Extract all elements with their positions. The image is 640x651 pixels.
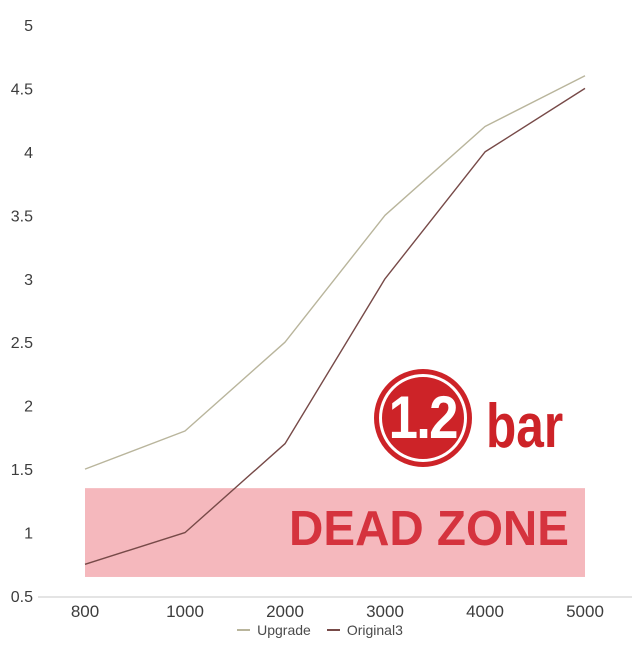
series-line-upgrade: [84, 75, 586, 470]
series-line-original3: [84, 87, 586, 565]
badge-unit: bar: [486, 392, 564, 461]
badge-value: 1.2: [388, 384, 459, 451]
x-tick-label: 3000: [366, 602, 404, 621]
x-tick-label: 5000: [566, 602, 604, 621]
y-tick-label: 2.5: [11, 335, 33, 352]
x-tick-label: 4000: [466, 602, 504, 621]
x-tick-label: 800: [71, 602, 99, 621]
y-tick-label: 3: [24, 272, 33, 289]
y-tick-label: 4.5: [11, 81, 33, 98]
legend-label: Upgrade: [257, 622, 311, 638]
y-tick-label: 1: [24, 526, 33, 543]
legend-item-upgrade: Upgrade: [237, 622, 311, 638]
badge-circle-icon: 1.2: [374, 369, 472, 467]
legend-item-original3: Original3: [326, 622, 403, 638]
y-tick-label: 1.5: [11, 462, 33, 479]
y-tick-label: 0.5: [11, 589, 33, 606]
dead-zone-label: DEAD ZONE: [289, 502, 569, 556]
y-tick-label: 3.5: [11, 208, 33, 225]
y-tick-label: 5: [24, 18, 33, 35]
x-tick-label: 2000: [266, 602, 304, 621]
x-tick-label: 1000: [166, 602, 204, 621]
chart-legend: Upgrade Original3: [0, 619, 640, 641]
legend-label: Original3: [346, 622, 403, 638]
dead-zone-band: [85, 488, 585, 577]
legend-dash-icon: [237, 629, 251, 631]
legend-dash-icon: [326, 629, 340, 631]
y-tick-label: 4: [24, 145, 33, 162]
y-tick-label: 2: [24, 399, 33, 416]
pressure-badge: 1.2 bar: [374, 369, 604, 469]
